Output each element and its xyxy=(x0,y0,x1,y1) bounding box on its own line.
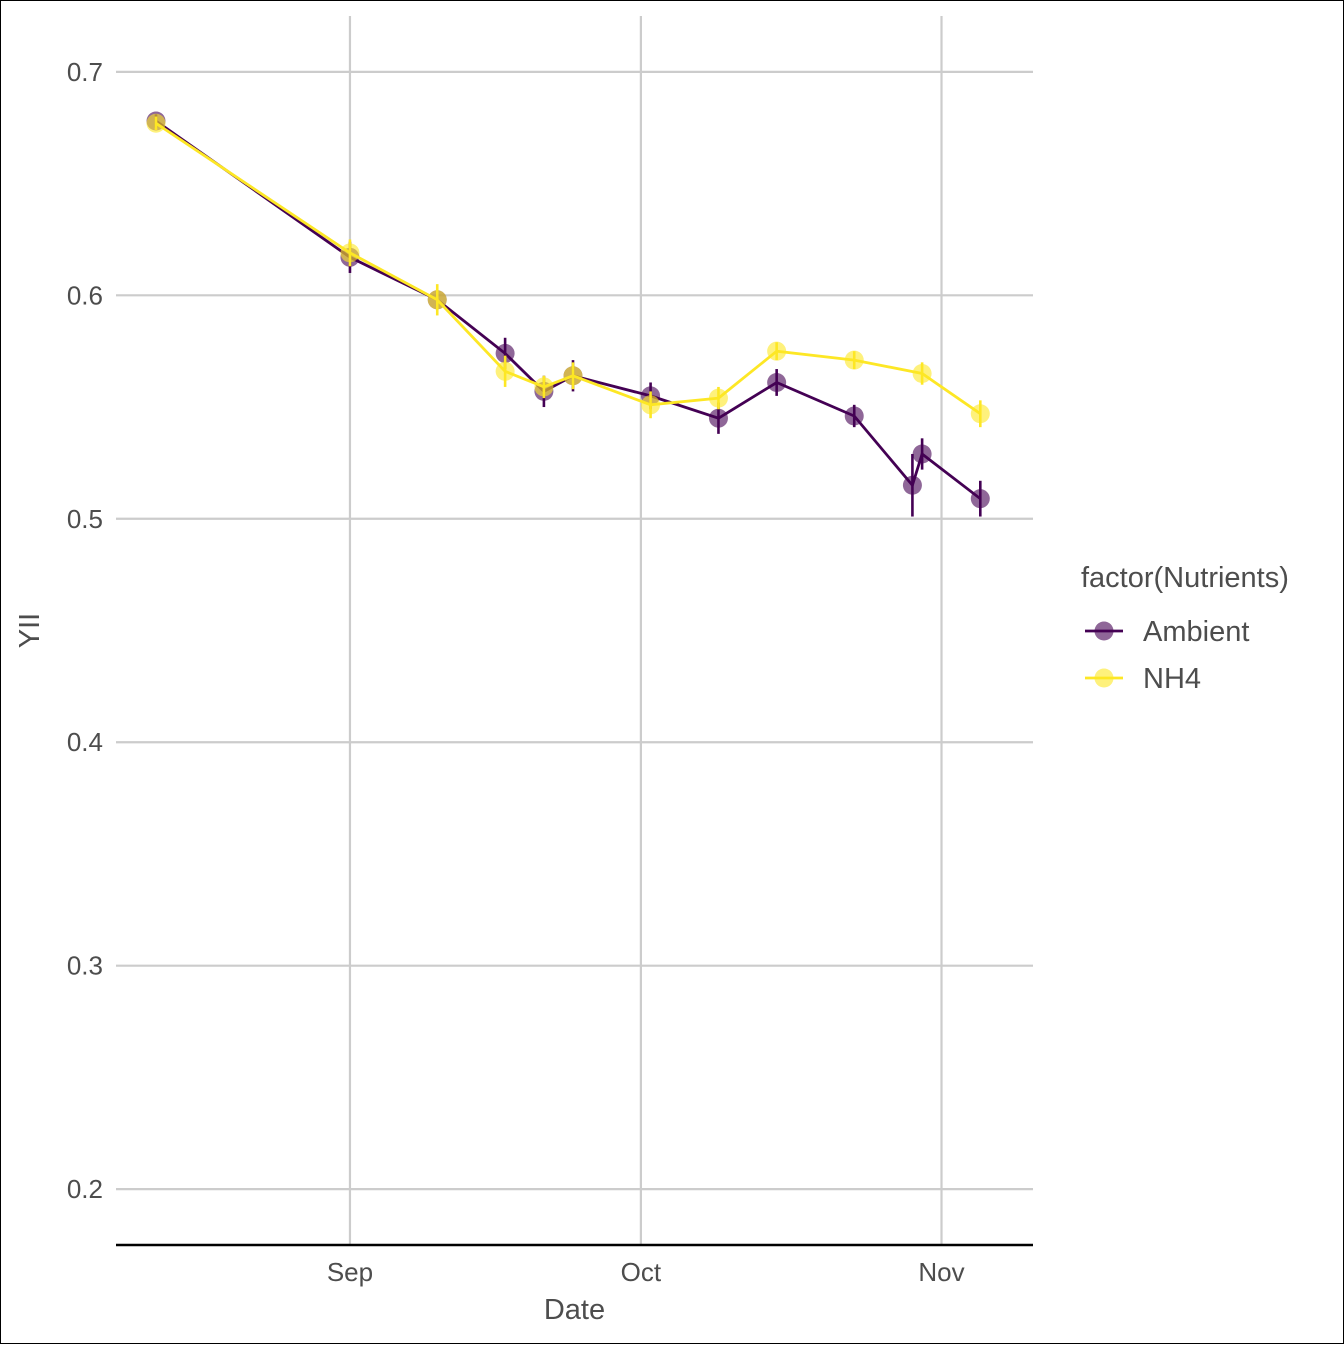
y-tick-label: 0.7 xyxy=(67,57,103,87)
legend-key-point xyxy=(1094,668,1114,688)
data-point xyxy=(563,366,583,386)
legend-entry: Ambient xyxy=(1085,616,1249,648)
data-point xyxy=(340,243,360,263)
y-tick-label: 0.4 xyxy=(67,727,103,757)
data-point xyxy=(912,444,932,464)
data-point xyxy=(970,404,990,424)
data-point xyxy=(641,395,661,415)
data-point xyxy=(912,364,932,384)
series-ambient xyxy=(146,111,990,517)
legend-key-point xyxy=(1094,621,1114,641)
data-point xyxy=(844,406,864,426)
grid-layer xyxy=(116,16,1033,1245)
series-line xyxy=(155,122,982,415)
x-tick-label: Sep xyxy=(327,1257,373,1287)
legend-entry: NH4 xyxy=(1085,663,1201,695)
legend-entries: Ambient NH4 xyxy=(1085,616,1249,695)
data-point xyxy=(902,475,922,495)
series-line xyxy=(155,119,982,500)
y-axis-title: YII xyxy=(14,613,46,648)
data-point xyxy=(427,290,447,310)
data-point xyxy=(844,350,864,370)
data-point xyxy=(970,489,990,509)
data-point xyxy=(495,343,515,363)
x-tick-label: Oct xyxy=(621,1257,662,1287)
legend-label: NH4 xyxy=(1143,663,1201,695)
tick-labels: 0.2 0.3 0.4 0.5 0.6 0.7 Sep Oct Nov xyxy=(67,57,965,1287)
y-tick-label: 0.2 xyxy=(67,1174,103,1204)
legend-label: Ambient xyxy=(1143,616,1249,648)
y-tick-label: 0.3 xyxy=(67,951,103,981)
data-point xyxy=(146,113,166,133)
series-layer xyxy=(146,111,990,517)
legend-title: factor(Nutrients) xyxy=(1081,562,1289,594)
x-axis-title: Date xyxy=(544,1294,605,1326)
series-nh4 xyxy=(146,113,990,428)
data-point xyxy=(767,341,787,361)
x-tick-label: Nov xyxy=(918,1257,964,1287)
data-point xyxy=(534,377,554,397)
legend: factor(Nutrients) Ambient NH4 xyxy=(1081,562,1289,695)
data-point xyxy=(767,372,787,392)
y-tick-label: 0.6 xyxy=(67,280,103,310)
data-point xyxy=(708,388,728,408)
data-point xyxy=(495,361,515,381)
y-tick-label: 0.5 xyxy=(67,504,103,534)
data-point xyxy=(708,408,728,428)
